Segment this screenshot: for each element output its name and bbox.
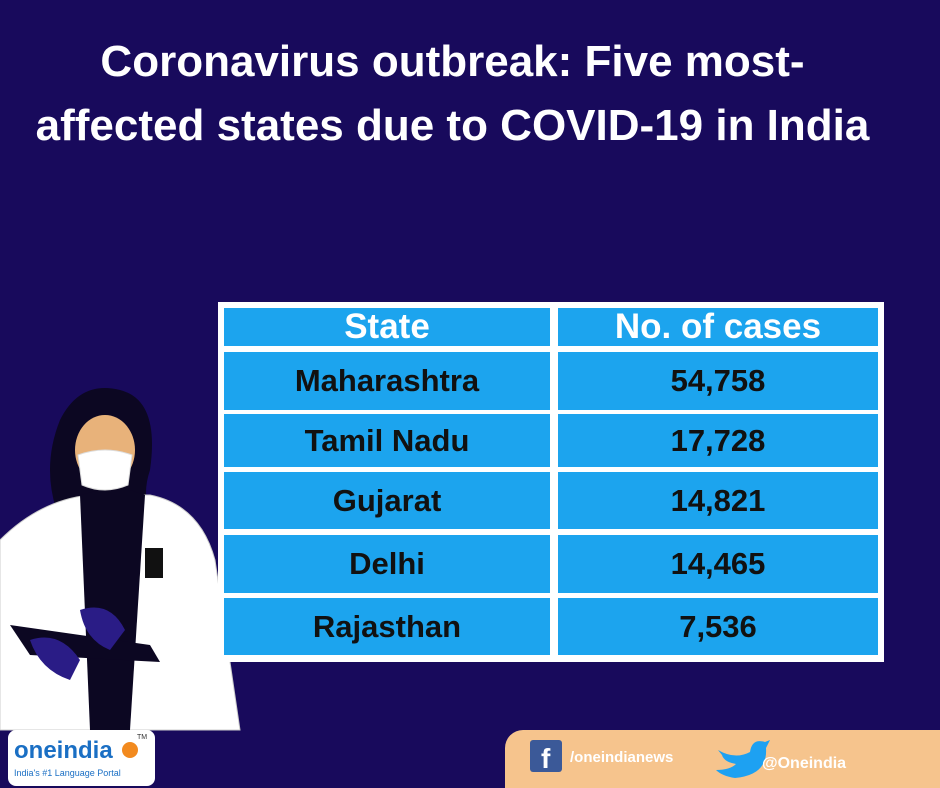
state-cell: Maharashtra bbox=[224, 352, 550, 410]
state-cell: Gujarat bbox=[224, 472, 550, 529]
twitter-handle: @Oneindia bbox=[762, 755, 846, 772]
state-cell: Delhi bbox=[224, 535, 550, 593]
logo: oneindia bbox=[14, 737, 113, 764]
logo-box bbox=[8, 730, 155, 786]
state-cell: Rajasthan bbox=[224, 598, 550, 655]
title: Coronavirus outbreak: Five most-affected… bbox=[35, 37, 870, 150]
header-cell: State bbox=[224, 307, 550, 346]
trademark: TM bbox=[137, 734, 147, 741]
cases-cell: 14,821 bbox=[558, 472, 878, 529]
table: State No. of cases Maharashtra 54,758 Tami… bbox=[218, 302, 884, 662]
facebook-handle: /oneindianews bbox=[570, 749, 673, 766]
facebook-f: f bbox=[541, 743, 551, 774]
facebook-icon bbox=[530, 740, 562, 772]
cases-cell: 17,728 bbox=[558, 414, 878, 467]
state-cell: Tamil Nadu bbox=[224, 414, 550, 467]
cases-cell: 54,758 bbox=[558, 352, 878, 410]
twitter-icon bbox=[716, 740, 770, 778]
tagline: India's #1 Language Portal bbox=[14, 768, 121, 778]
cases-cell: 7,536 bbox=[558, 598, 878, 655]
logo-badge bbox=[122, 742, 138, 758]
social-band bbox=[505, 730, 940, 788]
header-cell: No. of cases bbox=[558, 307, 878, 346]
cases-cell: 14,465 bbox=[558, 535, 878, 593]
doctor-illustration bbox=[0, 388, 241, 731]
